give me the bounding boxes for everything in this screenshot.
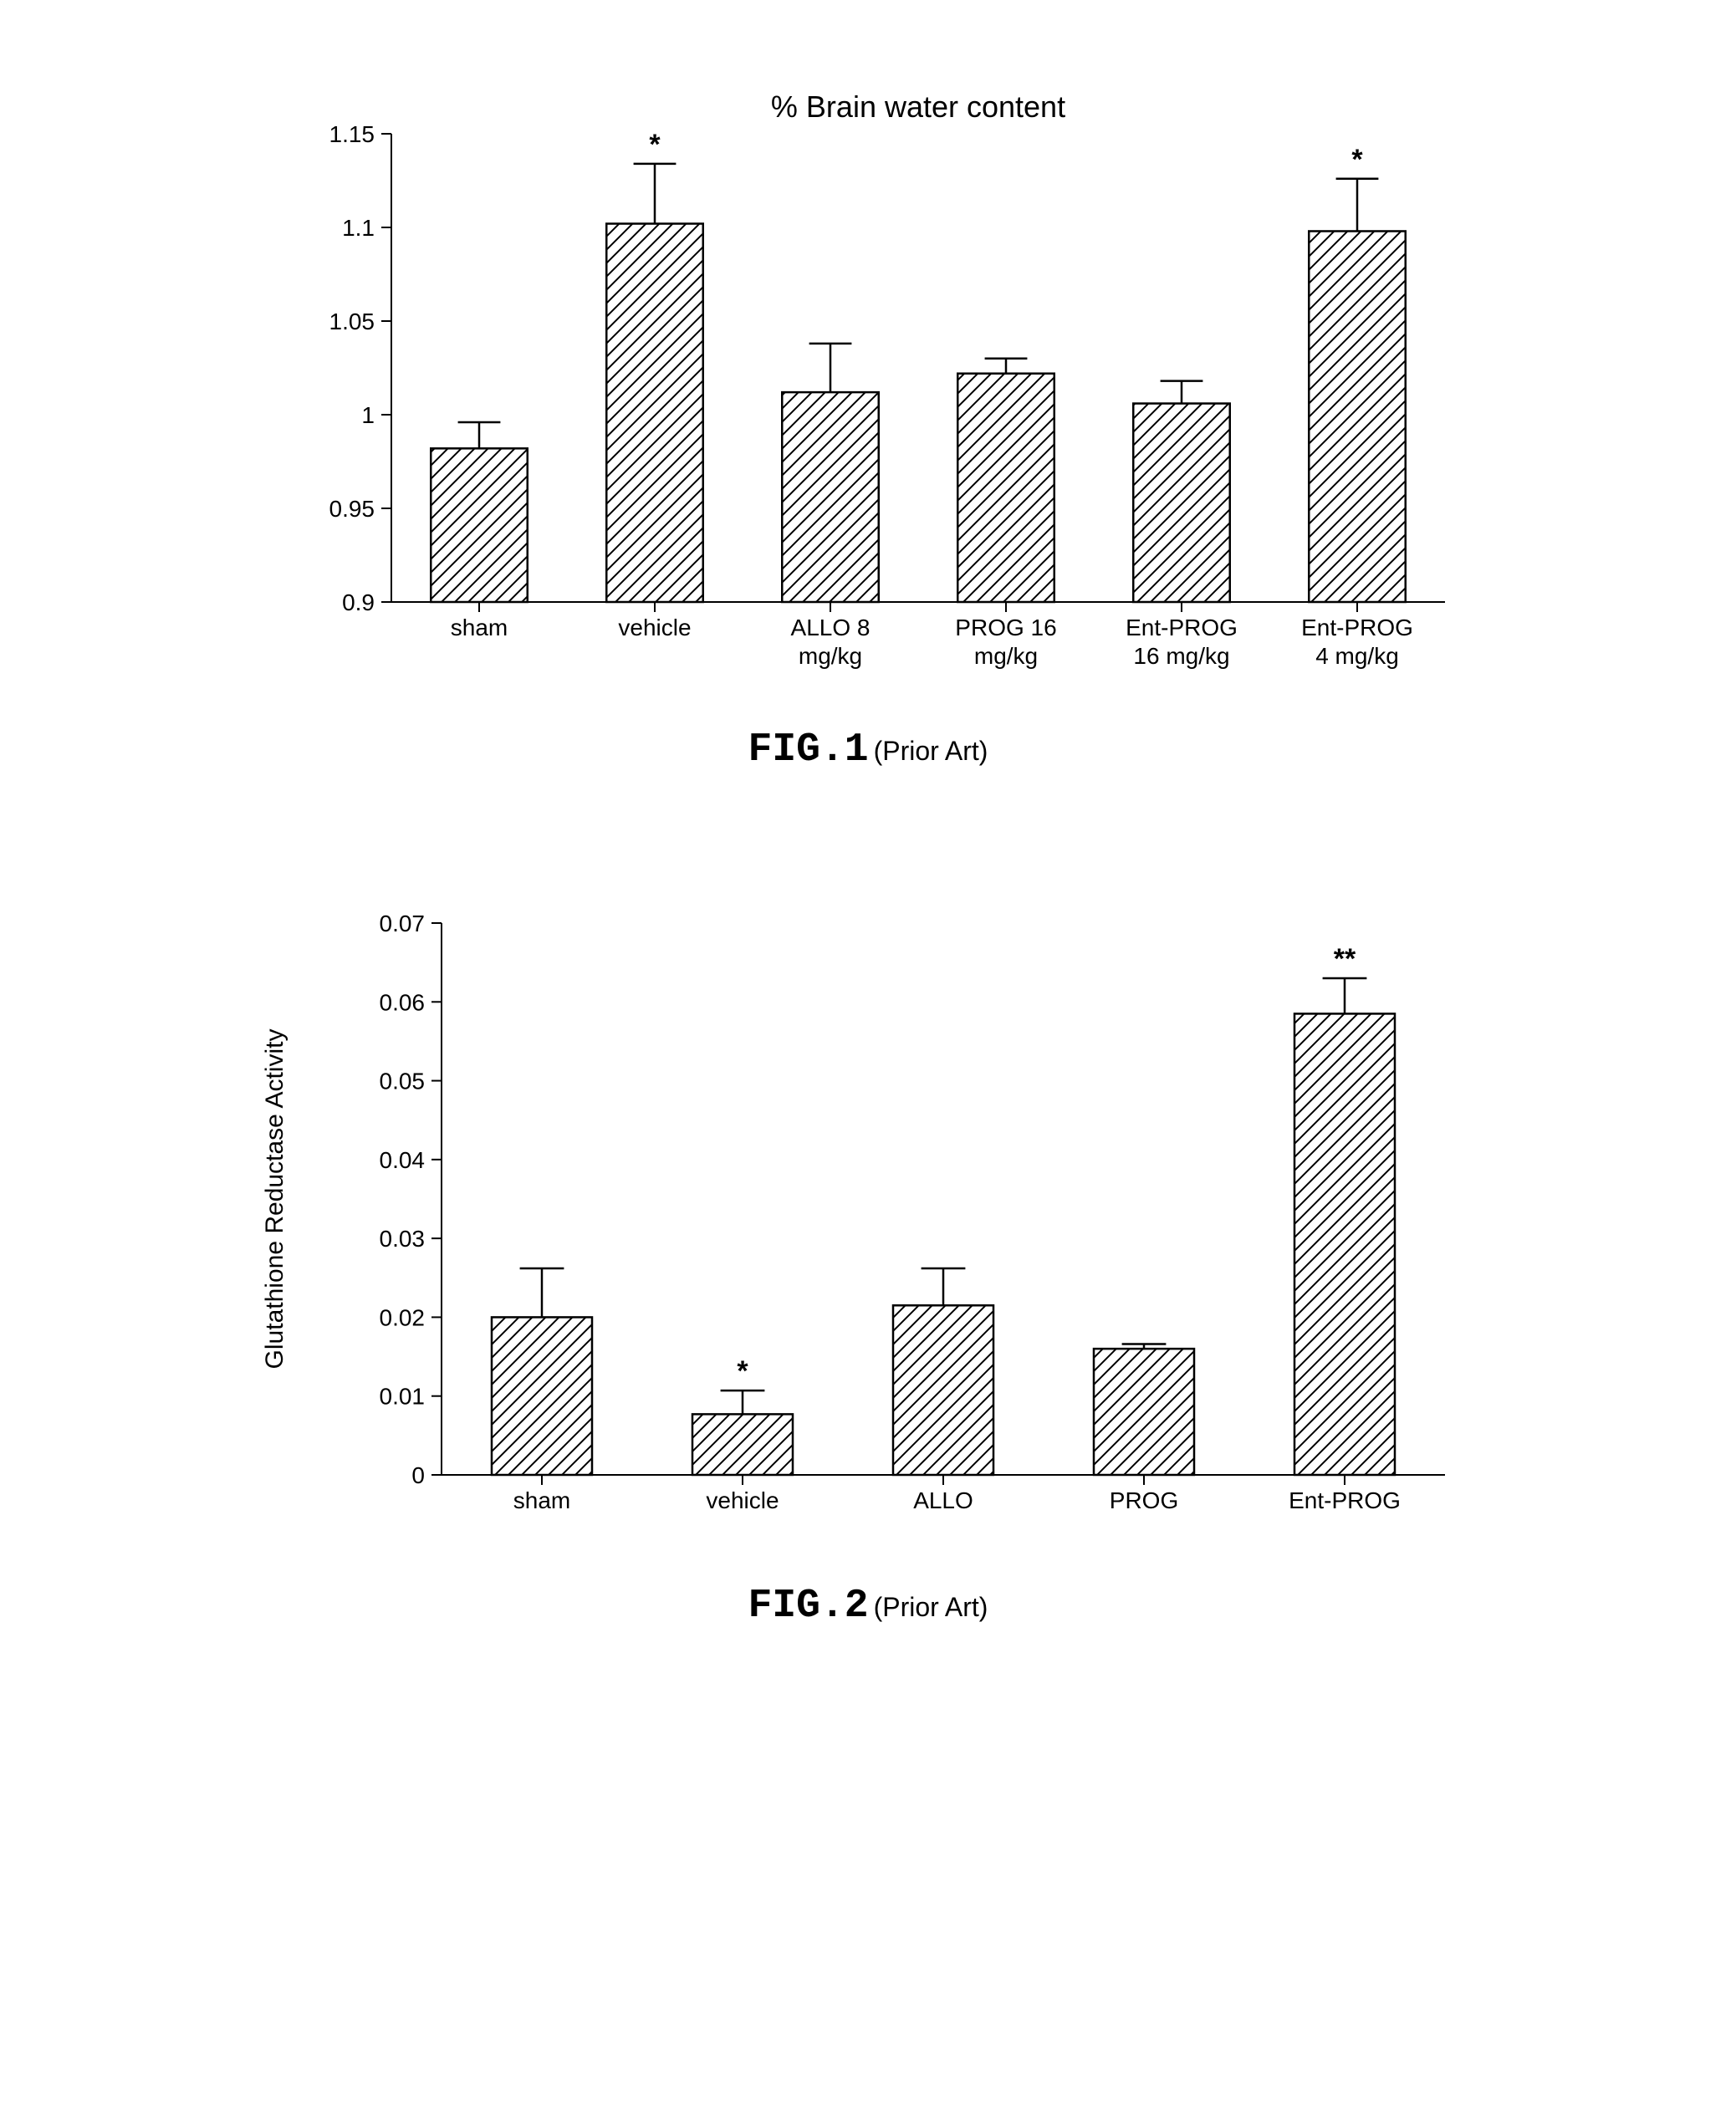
svg-text:ALLO 8: ALLO 8 bbox=[791, 615, 871, 640]
svg-text:Ent-PROG: Ent-PROG bbox=[1301, 615, 1413, 640]
fig2-caption-sub: (Prior Art) bbox=[874, 1592, 988, 1622]
svg-text:4 mg/kg: 4 mg/kg bbox=[1315, 643, 1399, 669]
svg-text:*: * bbox=[649, 129, 661, 161]
svg-text:0: 0 bbox=[411, 1462, 425, 1488]
brain-water-chart: % Brain water content 0.9 0.95 1 1.05 1.1 1.15… bbox=[241, 67, 1495, 702]
svg-text:0.05: 0.05 bbox=[380, 1069, 426, 1094]
svg-text:0.95: 0.95 bbox=[329, 496, 375, 522]
svg-text:Ent-PROG: Ent-PROG bbox=[1289, 1487, 1401, 1513]
svg-text:0.01: 0.01 bbox=[380, 1384, 426, 1410]
svg-text:mg/kg: mg/kg bbox=[974, 643, 1038, 669]
svg-text:sham: sham bbox=[513, 1487, 570, 1513]
svg-text:vehicle: vehicle bbox=[706, 1487, 779, 1513]
figure-1-caption: FIG.1(Prior Art) bbox=[50, 727, 1686, 773]
svg-text:0.02: 0.02 bbox=[380, 1304, 426, 1330]
svg-text:0.9: 0.9 bbox=[342, 589, 375, 615]
svg-text:0.03: 0.03 bbox=[380, 1226, 426, 1252]
svg-text:PROG: PROG bbox=[1110, 1487, 1178, 1513]
svg-text:Ent-PROG: Ent-PROG bbox=[1126, 615, 1238, 640]
svg-text:sham: sham bbox=[451, 615, 508, 640]
glutathione-chart: 0 0.01 0.02 0.03 0.04 0.05 0.06 0.07 sham * vehicl… bbox=[241, 873, 1495, 1558]
svg-text:ALLO: ALLO bbox=[913, 1487, 973, 1513]
svg-text:0.04: 0.04 bbox=[380, 1147, 426, 1173]
svg-text:1.05: 1.05 bbox=[329, 309, 375, 334]
svg-text:1: 1 bbox=[361, 402, 375, 428]
svg-text:16 mg/kg: 16 mg/kg bbox=[1133, 643, 1229, 669]
figure-1-block: % Brain water content 0.9 0.95 1 1.05 1.1 1.15… bbox=[50, 67, 1686, 773]
svg-text:% Brain water content: % Brain water content bbox=[771, 89, 1065, 124]
fig1-caption-main: FIG.1 bbox=[748, 727, 869, 773]
svg-text:vehicle: vehicle bbox=[618, 615, 691, 640]
fig1-caption-sub: (Prior Art) bbox=[874, 736, 988, 766]
svg-text:0.06: 0.06 bbox=[380, 989, 426, 1015]
svg-text:Glutathione Reductase Activity: Glutathione Reductase Activity bbox=[261, 1029, 288, 1370]
figure-2-caption: FIG.2(Prior Art) bbox=[50, 1584, 1686, 1629]
svg-text:*: * bbox=[1351, 144, 1363, 176]
svg-text:*: * bbox=[737, 1355, 748, 1387]
svg-text:PROG 16: PROG 16 bbox=[955, 615, 1056, 640]
figure-2-block: 0 0.01 0.02 0.03 0.04 0.05 0.06 0.07 sham * vehicl… bbox=[50, 873, 1686, 1629]
fig2-caption-main: FIG.2 bbox=[748, 1584, 869, 1629]
svg-text:1.15: 1.15 bbox=[329, 121, 375, 147]
svg-text:mg/kg: mg/kg bbox=[799, 643, 862, 669]
svg-text:**: ** bbox=[1334, 943, 1356, 975]
svg-text:0.07: 0.07 bbox=[380, 911, 426, 936]
svg-text:1.1: 1.1 bbox=[342, 215, 375, 241]
